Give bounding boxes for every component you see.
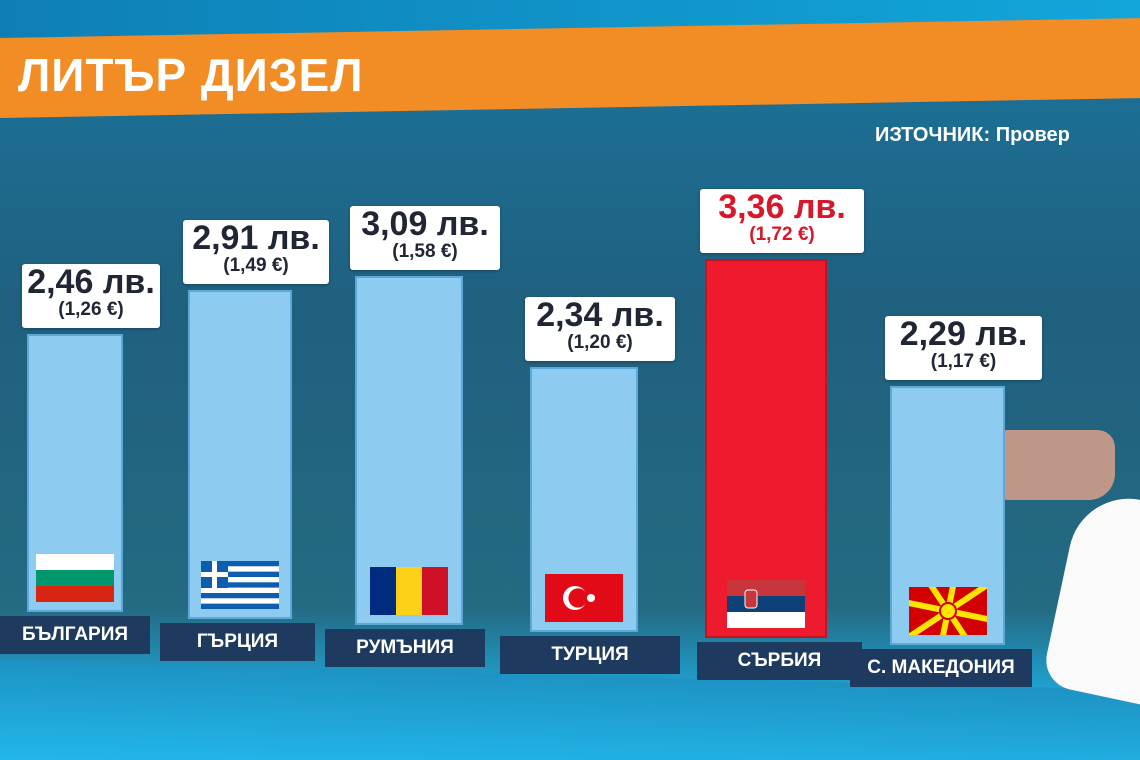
value-bgn: 2,34 лв. [536, 296, 664, 335]
serbia-flag-icon [727, 580, 805, 629]
category-label: РУМЪНИЯ [325, 629, 485, 668]
value-eur: (1,20 €) [567, 332, 633, 354]
source-label: ИЗТОЧНИК: Провер [875, 124, 1070, 146]
turkey-flag-icon [545, 573, 623, 622]
value-label: 2,34 лв. (1,20 €) [525, 296, 675, 362]
value-bgn: 2,91 лв. [192, 218, 320, 257]
romania-flag-icon [370, 567, 448, 616]
value-label: 2,91 лв. (1,49 €) [183, 218, 329, 284]
north-macedonia-flag-icon [888, 551, 1007, 671]
bar-romania [355, 276, 463, 626]
value-eur: (1,58 €) [392, 241, 458, 263]
category-label: ТУРЦИЯ [500, 635, 680, 674]
value-bgn: 3,36 лв. [718, 187, 846, 226]
value-bgn: 2,46 лв. [27, 263, 155, 302]
category-label: ГЪРЦИЯ [160, 622, 315, 661]
value-label: 3,36 лв. (1,72 €) [700, 187, 864, 253]
value-label: 2,29 лв. (1,17 €) [885, 315, 1042, 381]
value-eur: (1,72 €) [749, 223, 815, 245]
category-label: БЪЛГАРИЯ [0, 616, 150, 654]
value-label: 2,46 лв. (1,26 €) [22, 263, 160, 329]
chart-title: ЛИТЪР ДИЗЕЛ [18, 49, 364, 101]
value-eur: (1,49 €) [223, 254, 289, 276]
value-label: 3,09 лв. (1,58 €) [350, 205, 500, 271]
value-eur: (1,17 €) [930, 351, 997, 373]
bulgaria-flag-icon [36, 554, 114, 602]
bar-serbia [705, 258, 827, 639]
presenter-paper [1040, 487, 1140, 713]
greece-flag-icon [201, 560, 279, 609]
value-bgn: 3,09 лв. [361, 205, 489, 244]
category-label: С. МАКЕДОНИЯ [850, 649, 1032, 687]
value-eur: (1,26 €) [58, 299, 124, 321]
category-label: СЪРБИЯ [697, 642, 862, 681]
value-bgn: 2,29 лв. [899, 315, 1028, 354]
